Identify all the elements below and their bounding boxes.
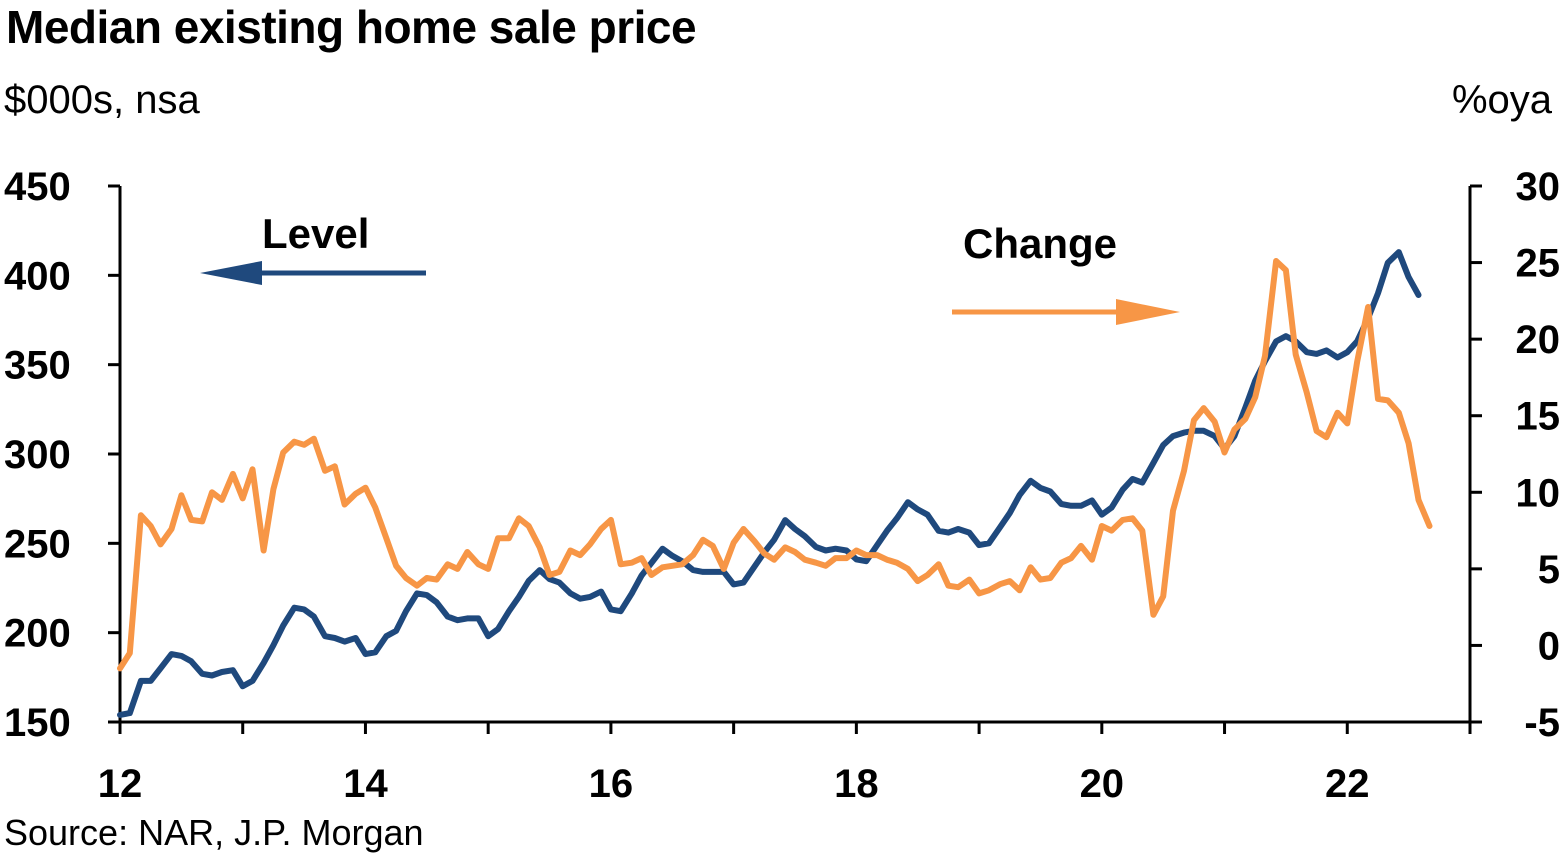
series-line-change	[117, 258, 1433, 672]
right-axis-tick-label: 5	[1538, 548, 1560, 592]
annotation-change-arrowhead	[1116, 299, 1180, 325]
chart-axes: 450 400 350 300 250 200 150 30 25 20 15 10 5 0 -5 12 14 1…	[4, 165, 1560, 806]
x-axis-tick-label: 12	[98, 762, 143, 806]
chart-series	[117, 249, 1433, 718]
x-axis-tick-label: 18	[834, 762, 879, 806]
source-note: Source: NAR, J.P. Morgan	[4, 812, 424, 853]
left-axis-tick-label: 450	[4, 165, 71, 209]
annotation-level-arrowhead	[200, 261, 262, 285]
chart-title: Median existing home sale price	[6, 1, 697, 53]
right-axis-unit: %oya	[1451, 78, 1552, 122]
x-axis-tick-label: 20	[1080, 762, 1125, 806]
left-axis-tick-label: 350	[4, 344, 71, 388]
right-axis-tick-label: 20	[1516, 318, 1561, 362]
x-axis-tick-label: 16	[589, 762, 634, 806]
x-axis-tick-label: 22	[1325, 762, 1370, 806]
right-axis-tick-label: 30	[1516, 165, 1561, 209]
left-axis-tick-label: 300	[4, 433, 71, 477]
right-axis-tick-label: 25	[1516, 242, 1561, 286]
annotation-level-label: Level	[262, 210, 369, 257]
left-axis-tick-label: 200	[4, 612, 71, 656]
left-axis-tick-label: 250	[4, 522, 71, 566]
right-axis-tick-label: 10	[1516, 471, 1561, 515]
right-axis-tick-label: 0	[1538, 624, 1560, 668]
chart-annotations: Level Change	[200, 210, 1180, 325]
right-axis-tick-label: 15	[1516, 395, 1561, 439]
series-line-level	[117, 249, 1422, 718]
annotation-change-label: Change	[963, 220, 1117, 267]
left-axis-tick-label: 400	[4, 254, 71, 298]
right-axis-tick-label: -5	[1524, 701, 1560, 745]
x-axis-tick-label: 14	[343, 762, 388, 806]
left-axis-tick-label: 150	[4, 701, 71, 745]
left-axis-unit: $000s, nsa	[4, 78, 200, 122]
